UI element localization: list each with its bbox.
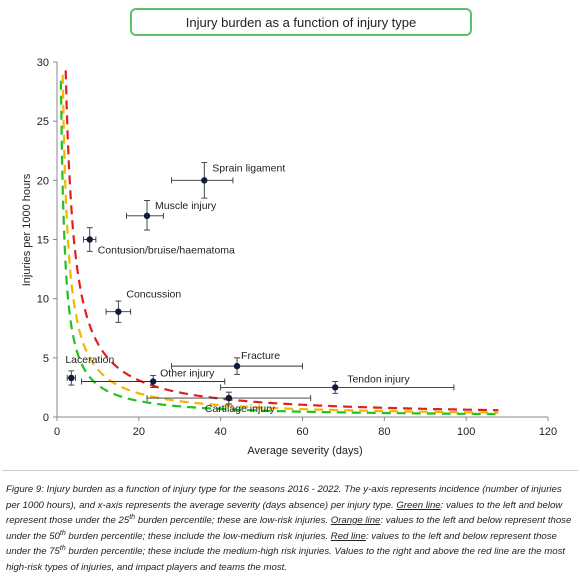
data-point-label: Cartilage injury [205, 403, 276, 415]
chart-title: Injury burden as a function of injury ty… [130, 8, 472, 36]
data-point [149, 378, 157, 385]
data-point [86, 236, 93, 243]
green-burden-curve [59, 80, 499, 416]
x-tick-label: 120 [539, 426, 557, 438]
caption-green-label: Green line [396, 499, 441, 511]
data-point [201, 177, 208, 184]
caption-orange-text-a: : values to the left and below represent… [6, 515, 572, 542]
y-tick-label: 5 [43, 353, 49, 365]
x-tick-label: 40 [215, 426, 227, 438]
y-axis-label: Injuries per 1000 hours [21, 173, 33, 286]
data-point-label: Fracture [241, 350, 280, 362]
orange-burden-curve [61, 74, 499, 414]
data-point [225, 394, 233, 402]
data-point-label: Concussion [126, 289, 181, 301]
caption-green-text-b: burden percentile; these are low-risk in… [135, 515, 331, 526]
x-tick-label: 60 [296, 426, 308, 438]
y-tick-label: 30 [37, 57, 49, 69]
y-tick-label: 15 [37, 235, 49, 247]
y-tick-label: 0 [43, 412, 49, 424]
y-tick-label: 25 [37, 116, 49, 128]
data-point-label: Laceration [65, 354, 114, 366]
caption-green-sup: th [129, 513, 136, 521]
caption-red-text-a: : values to the left and below represent… [6, 530, 557, 558]
data-point-label: Muscle injury [155, 200, 217, 212]
data-point-label: Sprain ligament [212, 162, 285, 174]
data-point [233, 362, 241, 370]
caption-red-label: Red line [330, 530, 366, 542]
x-axis-label: Average severity (days) [247, 445, 362, 457]
data-point [115, 308, 122, 315]
data-point [68, 374, 75, 382]
caption-orange-sup: th [59, 529, 66, 537]
red-burden-curve [64, 70, 499, 412]
caption-red-text-b: burden percentile; these include the med… [6, 546, 566, 573]
data-point-label: Contusion/bruise/haematoma [98, 245, 235, 257]
scatter-chart: 0 5 10 15 20 25 30 0 20 40 60 80 100 120 Sprain ligame… [21, 57, 557, 457]
plot-area: 0 5 10 15 20 25 30 0 20 40 60 80 100 120 Sprain ligame… [37, 57, 557, 438]
caption-lead: Figure 9: Injury burden as a function of… [6, 484, 562, 511]
data-point [143, 212, 151, 220]
x-tick-label: 0 [54, 426, 60, 438]
caption-orange-text-b: burden percentile; these include the low… [65, 530, 331, 542]
caption-orange-label: Orange line [330, 515, 381, 526]
caption-red-sup: th [59, 544, 66, 552]
figure-caption: Figure 9: Injury burden as a function of… [6, 482, 574, 575]
caption-green-text-a: : values to the left and below represent… [6, 499, 563, 527]
data-point-label: Other injury [160, 368, 215, 380]
y-tick-label: 20 [37, 175, 49, 187]
y-tick-label: 10 [37, 294, 49, 306]
data-point-label: Tendon injury [347, 373, 410, 385]
data-point [332, 384, 339, 391]
x-tick-label: 100 [457, 426, 475, 438]
divider [2, 470, 578, 471]
x-tick-label: 80 [378, 426, 390, 438]
x-tick-label: 20 [133, 426, 145, 438]
